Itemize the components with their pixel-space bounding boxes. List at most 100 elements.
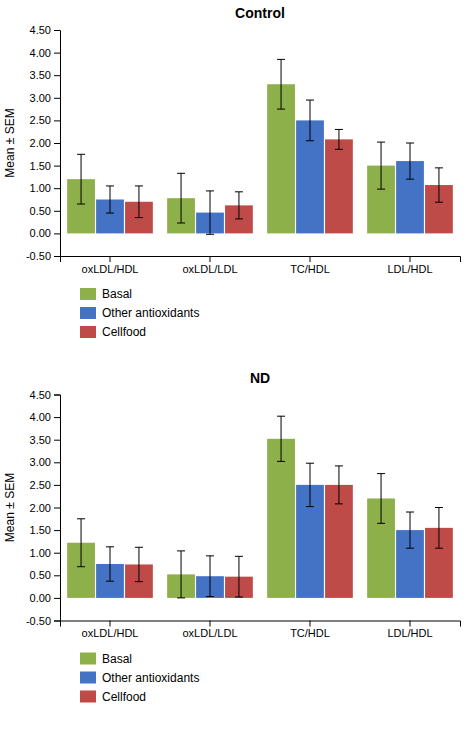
error-bar bbox=[77, 519, 85, 567]
legend-item: Basal bbox=[80, 287, 132, 301]
y-tick: 2.00 bbox=[30, 137, 60, 149]
x-tick: oxLDL/LDL bbox=[182, 621, 237, 640]
legend-label: Basal bbox=[102, 652, 132, 666]
error-bar bbox=[135, 547, 143, 581]
error-bar bbox=[277, 59, 285, 109]
x-tick: LDL/HDL bbox=[387, 621, 432, 640]
bar-series bbox=[96, 100, 424, 234]
y-tick-mark bbox=[54, 575, 60, 576]
error-bar bbox=[306, 100, 314, 141]
error-bar bbox=[435, 168, 443, 202]
y-tick: 3.50 bbox=[30, 69, 60, 81]
y-tick-label: 1.00 bbox=[30, 182, 51, 194]
x-tick: TC/HDL bbox=[290, 256, 330, 275]
y-tick-label: 1.00 bbox=[30, 547, 51, 559]
legend: Basal Other antioxidants Cellfood bbox=[80, 652, 199, 704]
y-tick-label: 3.50 bbox=[30, 434, 51, 446]
y-tick-label: 4.00 bbox=[30, 411, 51, 423]
error-bar bbox=[106, 186, 114, 213]
y-tick-label: 0.50 bbox=[30, 569, 51, 581]
bar-series bbox=[125, 466, 453, 598]
legend-label: Basal bbox=[102, 287, 132, 301]
y-tick-label: 1.50 bbox=[30, 160, 51, 172]
legend-label: Cellfood bbox=[102, 325, 146, 339]
y-tick-label: 2.50 bbox=[30, 114, 51, 126]
y-axis: -0.500.000.501.001.502.002.503.003.504.0… bbox=[26, 389, 61, 627]
y-tick-mark bbox=[54, 553, 60, 554]
y-tick: 1.00 bbox=[30, 547, 60, 559]
y-tick-mark bbox=[54, 53, 60, 54]
error-bar bbox=[206, 556, 214, 597]
legend-swatch bbox=[80, 653, 96, 665]
y-tick-label: 4.50 bbox=[30, 24, 51, 36]
y-tick: 4.50 bbox=[30, 24, 60, 36]
bar-series bbox=[96, 463, 424, 598]
legend-label: Other antioxidants bbox=[102, 671, 199, 685]
x-tick-mark bbox=[410, 256, 411, 262]
y-tick-label: 4.50 bbox=[30, 389, 51, 401]
y-tick: 0.50 bbox=[30, 205, 60, 217]
y-tick: 3.00 bbox=[30, 92, 60, 104]
x-tick-mark bbox=[110, 256, 111, 262]
error-bar bbox=[77, 154, 85, 204]
x-axis-line bbox=[61, 621, 461, 627]
legend-swatch bbox=[80, 672, 96, 684]
error-bar bbox=[235, 556, 243, 597]
error-bar bbox=[177, 551, 185, 598]
legend: Basal Other antioxidants Cellfood bbox=[80, 287, 199, 339]
legend-swatch bbox=[80, 307, 96, 319]
x-tick-label: TC/HDL bbox=[290, 263, 330, 275]
y-tick-mark bbox=[54, 120, 60, 121]
x-axis: oxLDL/HDLoxLDL/LDLTC/HDLLDL/HDL bbox=[61, 621, 461, 640]
figure: -0.500.000.501.001.502.002.503.003.504.0… bbox=[0, 0, 474, 729]
plot-area bbox=[67, 416, 453, 598]
y-tick-mark bbox=[54, 462, 60, 463]
x-tick-label: oxLDL/HDL bbox=[82, 627, 139, 639]
x-axis-line bbox=[61, 257, 461, 263]
y-tick-mark bbox=[54, 621, 60, 622]
error-bar bbox=[177, 173, 185, 223]
x-tick-label: oxLDL/LDL bbox=[182, 263, 237, 275]
y-tick-mark bbox=[54, 30, 60, 31]
y-tick-mark bbox=[54, 417, 60, 418]
y-tick: 0.00 bbox=[30, 227, 60, 239]
y-tick: 3.00 bbox=[30, 456, 60, 468]
y-tick-label: 4.00 bbox=[30, 47, 51, 59]
x-tick-label: LDL/HDL bbox=[387, 627, 432, 639]
x-tick-mark bbox=[310, 256, 311, 262]
error-bar bbox=[406, 143, 414, 179]
y-tick: 3.50 bbox=[30, 434, 60, 446]
x-axis: oxLDL/HDLoxLDL/LDLTC/HDLLDL/HDL bbox=[61, 256, 461, 275]
y-tick-mark bbox=[54, 211, 60, 212]
legend-swatch bbox=[80, 691, 96, 703]
bar bbox=[267, 439, 295, 598]
error-bar bbox=[435, 508, 443, 549]
y-tick-mark bbox=[54, 98, 60, 99]
y-tick: 1.00 bbox=[30, 182, 60, 194]
y-tick-label: 1.50 bbox=[30, 524, 51, 536]
y-tick: 1.50 bbox=[30, 524, 60, 536]
y-tick-mark bbox=[54, 395, 60, 396]
y-tick-mark bbox=[54, 530, 60, 531]
y-tick: 0.00 bbox=[30, 592, 60, 604]
error-bar bbox=[106, 547, 114, 581]
chart-title: ND bbox=[250, 370, 270, 386]
x-tick-mark bbox=[310, 621, 311, 627]
error-bar bbox=[335, 466, 343, 504]
y-tick: 4.00 bbox=[30, 411, 60, 423]
y-tick-mark bbox=[54, 166, 60, 167]
plot-area bbox=[67, 59, 453, 234]
x-tick-mark bbox=[210, 256, 211, 262]
y-axis-line bbox=[54, 31, 61, 257]
legend-item: Cellfood bbox=[80, 690, 146, 704]
y-tick-mark bbox=[54, 485, 60, 486]
bar bbox=[325, 139, 353, 233]
y-tick: 2.50 bbox=[30, 114, 60, 126]
error-bar bbox=[377, 142, 385, 189]
y-tick-label: 3.00 bbox=[30, 456, 51, 468]
x-tick: oxLDL/HDL bbox=[82, 621, 139, 640]
legend-item: Other antioxidants bbox=[80, 306, 199, 320]
x-tick: oxLDL/LDL bbox=[182, 256, 237, 275]
x-tick-label: LDL/HDL bbox=[387, 263, 432, 275]
y-axis-title: Mean ± SEM bbox=[3, 473, 17, 542]
